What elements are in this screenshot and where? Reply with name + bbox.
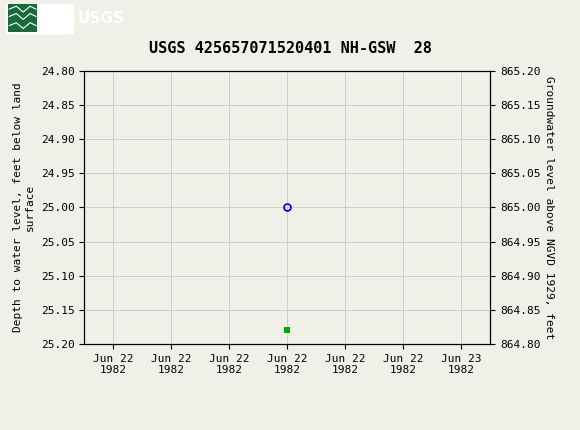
- Y-axis label: Groundwater level above NGVD 1929, feet: Groundwater level above NGVD 1929, feet: [544, 76, 554, 339]
- Text: USGS 425657071520401 NH-GSW  28: USGS 425657071520401 NH-GSW 28: [148, 41, 432, 56]
- Y-axis label: Depth to water level, feet below land
surface: Depth to water level, feet below land su…: [13, 83, 35, 332]
- Text: USGS: USGS: [77, 11, 124, 26]
- Bar: [8, 4, 37, 32]
- Bar: [6, 3, 72, 33]
